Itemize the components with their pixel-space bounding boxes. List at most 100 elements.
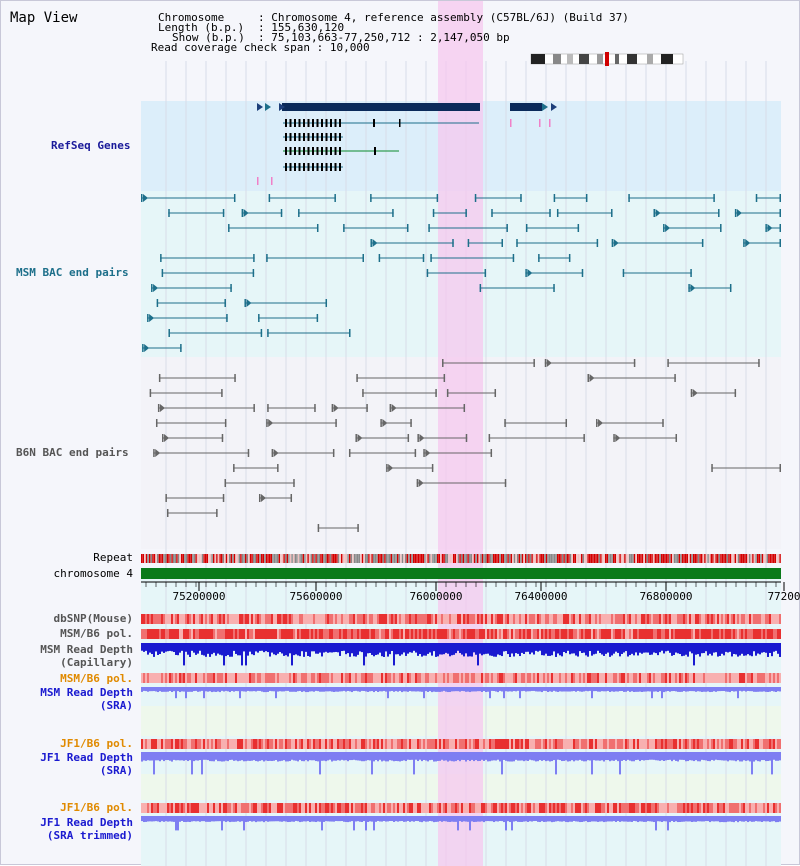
depth-bin [527,816,529,822]
pol-bin [769,803,771,813]
repeat-mark [511,554,512,563]
jf1-b6-pol-label[interactable]: JF1/B6 pol. [60,738,133,750]
msm-depth-sra-label-1[interactable]: MSM Read Depth [40,687,133,699]
repeat-mark [234,554,235,563]
chromosome-bar[interactable] [141,568,781,579]
depth-bin [461,816,463,822]
dbsnp-track[interactable] [141,614,781,624]
pol-bin [355,739,357,749]
repeat-mark [199,554,200,563]
pol-bin [397,803,399,813]
bac-end [452,239,454,247]
jf1-b6-pol-track[interactable] [141,739,781,749]
depth-bin [175,687,177,698]
msm-b6-pol-sra-track[interactable] [141,673,781,683]
repeat-mark [259,554,260,563]
b6n-bac-label[interactable]: B6N BAC end pairs [16,447,129,459]
pol-bin [209,673,211,683]
pol-bin [183,803,185,813]
depth-bin [321,687,323,692]
depth-bin [559,643,561,655]
bac-end [248,449,250,457]
pol-bin [163,673,165,683]
depth-bin [619,643,621,656]
pol-bin [761,803,763,813]
pol-bin [185,629,187,639]
depth-bin [165,687,167,692]
repeat-mark [219,554,220,563]
jf1-b6-pol-trim-track[interactable] [141,803,781,813]
depth-bin [713,816,715,821]
pol-bin [727,629,729,639]
depth-bin [279,752,281,761]
jf1-depth-sra-label-1[interactable]: JF1 Read Depth [40,752,133,764]
depth-bin [333,643,335,652]
depth-bin [317,687,319,691]
pol-bin [509,614,511,624]
pol-bin [697,614,699,624]
pol-bin [605,614,607,624]
pol-bin [409,803,411,813]
depth-bin [431,643,433,656]
msm-depth-capillary-label-1[interactable]: MSM Read Depth [40,644,133,656]
pol-bin [161,673,163,683]
pol-bin [493,739,495,749]
depth-bin [359,816,361,822]
pol-bin [707,673,709,683]
dbsnp-label[interactable]: dbSNP(Mouse) [54,613,133,625]
pol-bin [233,629,235,639]
repeat-mark [779,554,780,563]
pol-bin [683,673,685,683]
pol-bin [547,803,549,813]
pol-bin [377,614,379,624]
pol-bin [195,629,197,639]
pol-bin [443,629,445,639]
depth-bin [419,643,421,654]
jf1-depth-trim-label-1[interactable]: JF1 Read Depth [40,817,133,829]
pol-bin [601,673,603,683]
refseq-genes-label[interactable]: RefSeq Genes [51,140,130,152]
depth-bin [263,687,265,692]
depth-bin [355,816,357,821]
repeat-mark [255,554,256,563]
depth-bin [551,816,553,822]
repeat-mark [160,554,161,563]
pol-bin [721,803,723,813]
msm-b6-pol-sra-label[interactable]: MSM/B6 pol. [60,673,133,685]
chromosome-ideogram[interactable] [531,52,683,66]
pol-bin [253,739,255,749]
repeat-mark [394,554,395,563]
pol-bin [577,803,579,813]
repeat-mark [266,554,267,563]
msm-b6-pol-label[interactable]: MSM/B6 pol. [60,628,133,640]
pol-bin [767,629,769,639]
depth-bin [237,752,239,761]
bac-end [780,209,782,217]
depth-bin [301,816,303,822]
repeat-mark [536,554,537,563]
pol-bin [169,629,171,639]
bac-end [370,239,372,247]
depth-bin [731,816,733,822]
depth-bin [631,643,633,654]
msm-bac-label[interactable]: MSM BAC end pairs [16,267,129,279]
pol-bin [245,629,247,639]
depth-bin [385,752,387,761]
pol-bin [779,614,781,624]
pol-bin [457,673,459,683]
pol-bin [293,673,295,683]
repeat-mark [728,554,729,563]
jf1-b6-pol-trim-label[interactable]: JF1/B6 pol. [60,802,133,814]
msm-b6-pol-track[interactable] [141,629,781,639]
depth-bin [241,816,243,821]
depth-bin [591,643,593,656]
pol-bin [181,673,183,683]
highlight-region[interactable] [438,1,483,866]
repeat-mark [514,554,515,563]
depth-bin [679,643,681,654]
depth-bin [679,687,681,692]
pol-bin [207,803,209,813]
depth-bin [623,816,625,822]
depth-bin [371,643,373,655]
pol-bin [391,803,393,813]
